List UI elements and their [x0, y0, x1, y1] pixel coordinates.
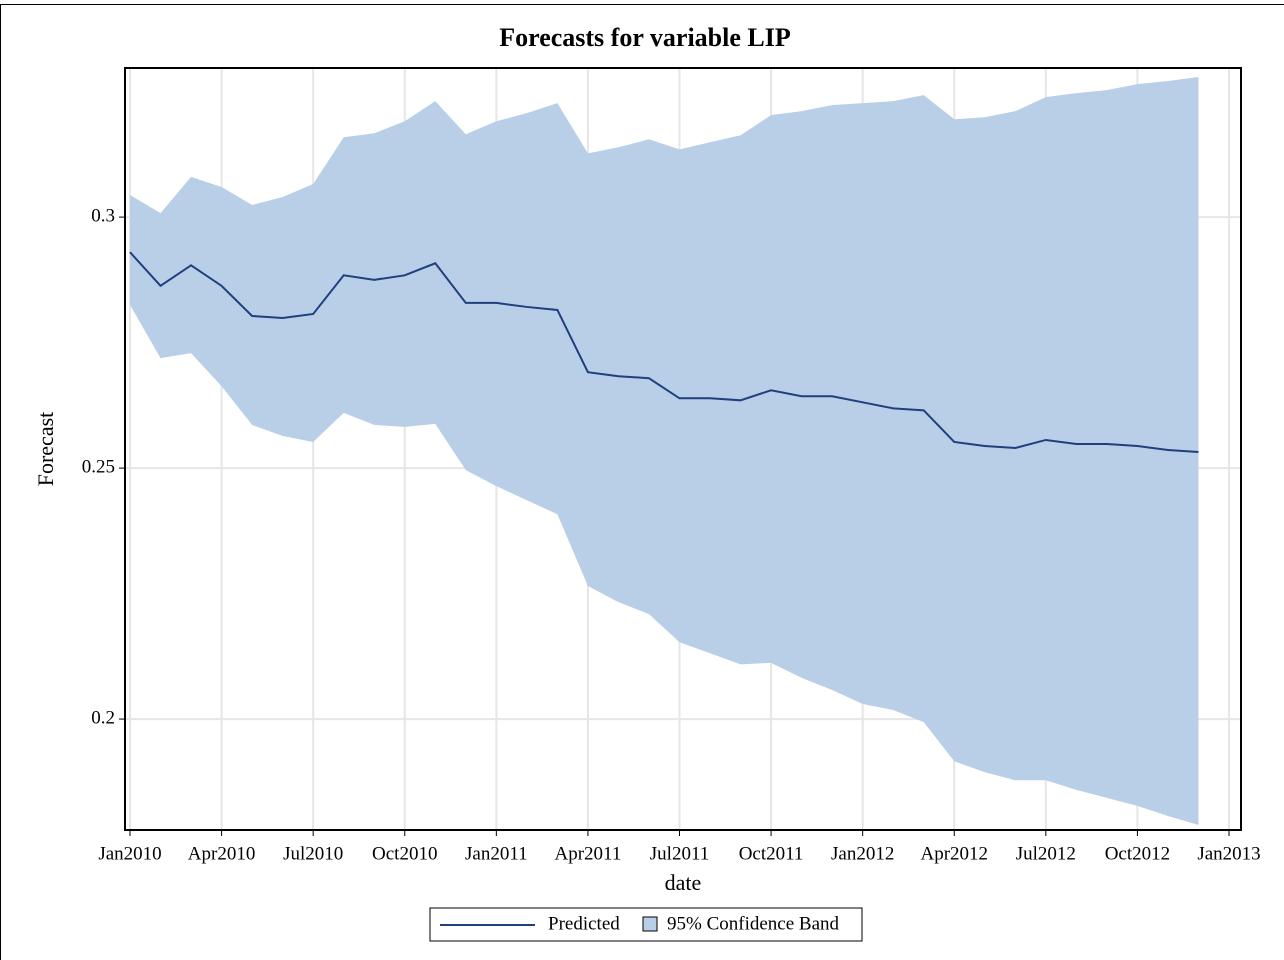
legend-label: 95% Confidence Band	[667, 913, 840, 934]
x-tick-label: Jan2013	[1197, 843, 1260, 864]
x-tick-label: Apr2010	[188, 843, 256, 864]
x-tick-label: Jul2011	[650, 843, 709, 864]
y-tick-label: 0.3	[91, 205, 115, 226]
outer-border	[0, 4, 1284, 960]
x-tick-label: Jul2010	[283, 843, 343, 864]
x-axis-label: date	[665, 870, 702, 895]
y-tick-label: 0.2	[91, 707, 115, 728]
legend-label: Predicted	[548, 913, 620, 934]
legend: Predicted 95% Confidence Band	[429, 907, 863, 942]
x-tick-label: Jan2010	[98, 843, 161, 864]
x-tick-label: Oct2012	[1105, 843, 1170, 864]
chart-title: Forecasts for variable LIP	[499, 23, 791, 52]
line	[129, 251, 1199, 454]
plot-frame	[124, 67, 1242, 831]
x-tick-label: Apr2012	[920, 843, 988, 864]
confidence-band	[130, 77, 1199, 825]
legend-swatch	[642, 916, 658, 932]
x-tick-label: Apr2011	[554, 843, 621, 864]
y-axis-label: Forecast	[33, 412, 58, 487]
x-tick-label: Oct2011	[739, 843, 804, 864]
x-tick-label: Oct2010	[372, 843, 437, 864]
y-tick-label: 0.25	[82, 456, 115, 477]
x-tick-label: Jan2011	[465, 843, 528, 864]
x-tick-label: Jul2012	[1016, 843, 1076, 864]
x-tick-label: Jan2012	[831, 843, 894, 864]
